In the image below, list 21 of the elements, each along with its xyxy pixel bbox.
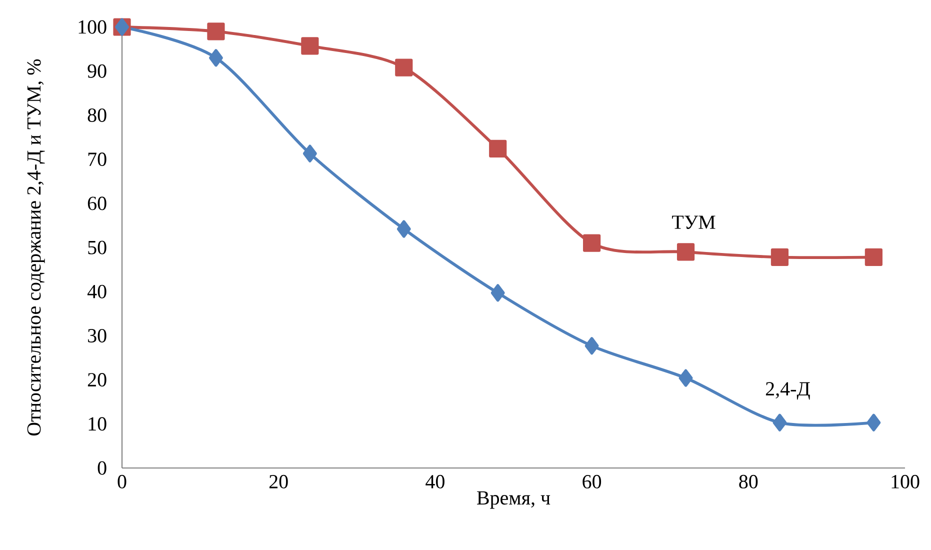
x-axis-title: Время, ч bbox=[477, 491, 550, 509]
y-tick-label: 70 bbox=[88, 152, 106, 166]
x-tick-label: 20 bbox=[269, 474, 288, 488]
y-tick-label: 80 bbox=[88, 108, 106, 122]
x-tick-label: 100 bbox=[892, 474, 920, 488]
y-tick-label: 60 bbox=[88, 196, 106, 210]
series-label: ТУМ bbox=[672, 216, 716, 229]
y-tick-label: 30 bbox=[88, 328, 106, 342]
y-tick-label: 90 bbox=[88, 64, 106, 78]
series-label: 2,4-Д bbox=[766, 382, 810, 400]
y-tick-label: 20 bbox=[88, 373, 106, 387]
x-tick-label: 60 bbox=[582, 474, 602, 488]
y-tick-label: 50 bbox=[88, 240, 106, 254]
y-tick-label: 100 bbox=[78, 20, 106, 34]
y-tick-label: 40 bbox=[87, 284, 106, 298]
y-tick-label: 0 bbox=[98, 461, 106, 475]
y-tick-label: 10 bbox=[88, 417, 106, 431]
y-axis-title: Относительное содержание 2,4-Д и ТУМ, % bbox=[27, 59, 45, 436]
x-tick-label: 40 bbox=[426, 474, 444, 488]
x-tick-label: 0 bbox=[118, 474, 126, 488]
x-tick-label: 80 bbox=[739, 474, 758, 488]
